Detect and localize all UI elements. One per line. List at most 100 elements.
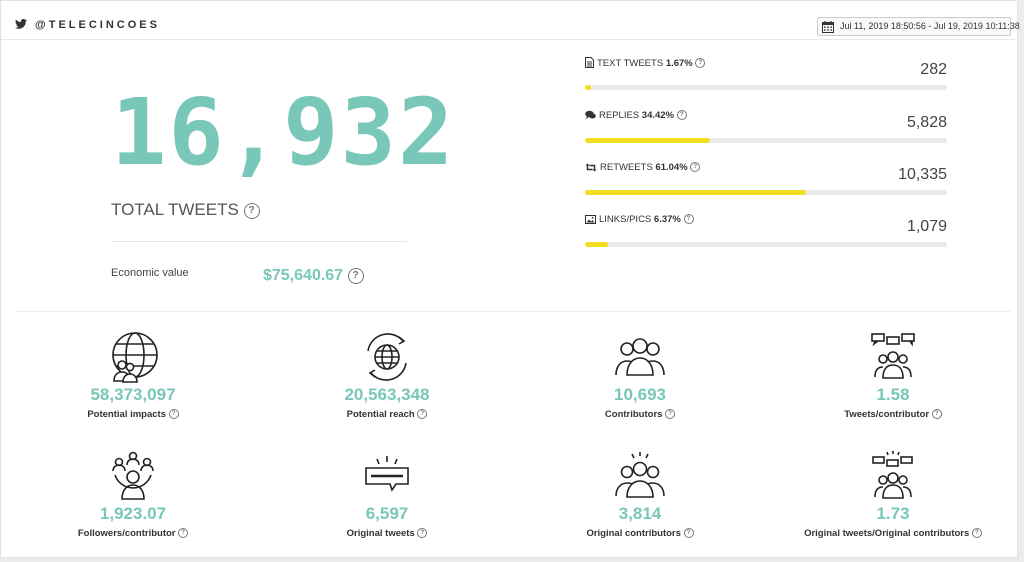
contributors-value: 10,693: [614, 385, 666, 404]
retweets-label: RETWEETS 61.04% ?: [585, 162, 701, 173]
potential-reach-label: Potential reach ?: [267, 409, 507, 420]
retweets-pct: 61.04%: [655, 162, 688, 173]
potential-reach-value: 20,563,348: [344, 385, 430, 404]
links-pics-label-text: LINKS/PICS: [599, 214, 652, 225]
tweets-per-contributor-label: Tweets/contributor ?: [773, 409, 1013, 420]
help-icon[interactable]: ?: [417, 528, 428, 539]
document-icon: [585, 57, 594, 68]
potential-reach-label-text: Potential reach: [346, 409, 415, 420]
header-bar: @TELECINCOES Jul 11, 2019 18:50:56 - Jul…: [1, 1, 1020, 40]
original-contributors-metric: 3,814 Original contributors ?: [520, 450, 760, 539]
total-tweets-label: TOTAL TWEETS ?: [111, 200, 260, 220]
followers-per-contributor-value: 1,923.07: [99, 504, 167, 523]
original-tweets-per-original-contributor-label: Original tweets/Original contributors ?: [773, 528, 1013, 539]
group-icon: [615, 338, 665, 376]
help-icon[interactable]: ?: [683, 214, 694, 225]
tweets-per-contributor-label-text: Tweets/contributor: [844, 409, 930, 420]
account-handle[interactable]: @TELECINCOES: [15, 19, 160, 31]
tweets-per-contributor-metric: 1.58 Tweets/contributor ?: [773, 331, 1013, 420]
globe-people-icon: [112, 332, 158, 383]
total-tweets-label-text: TOTAL TWEETS: [111, 200, 239, 219]
text-tweets-bar: [585, 85, 947, 90]
retweets-stat: RETWEETS 61.04% ? 10,335: [585, 162, 947, 212]
speech-bubbles-icon: [585, 110, 596, 119]
help-icon[interactable]: ?: [178, 528, 189, 539]
original-contributors-label-text: Original contributors: [586, 528, 681, 539]
links-pics-bar: [585, 242, 947, 247]
help-icon[interactable]: ?: [690, 162, 701, 173]
retweets-bar-fill: [585, 190, 806, 195]
potential-impacts-label: Potential impacts ?: [13, 409, 253, 420]
followers-per-contributor-metric: 1,923.07 Followers/contributor ?: [13, 450, 253, 539]
group-spark-icon: [615, 452, 665, 498]
help-icon[interactable]: ?: [417, 409, 428, 420]
network-people-icon: [112, 451, 154, 500]
original-contributors-value: 3,814: [618, 504, 662, 523]
links-pics-bar-fill: [585, 242, 609, 247]
message-icon: [365, 456, 409, 492]
potential-reach-metric: 20,563,348 Potential reach ?: [267, 331, 507, 420]
retweets-label-text: RETWEETS: [600, 162, 653, 173]
replies-label-text: REPLIES: [599, 110, 640, 121]
text-tweets-label-text: TEXT TWEETS: [597, 58, 664, 69]
original-tweets-per-original-contributor-value: 1.73: [876, 504, 910, 523]
text-tweets-label: TEXT TWEETS 1.67% ?: [585, 57, 706, 69]
section-divider: [15, 311, 1011, 312]
total-tweets-value: 16,932: [111, 79, 456, 186]
contributors-label: Contributors ?: [520, 409, 760, 420]
tweets-per-contributor-value: 1.58: [876, 385, 910, 404]
retweets-count: 10,335: [898, 166, 947, 183]
help-icon[interactable]: ?: [676, 110, 687, 121]
original-tweets-per-original-contributor-metric: 1.73 Original tweets/Original contributo…: [773, 450, 1013, 539]
group-chat-icon: [871, 333, 915, 379]
replies-bar: [585, 138, 947, 143]
help-icon[interactable]: ?: [168, 409, 179, 420]
calendar-icon: [822, 21, 834, 33]
original-contributors-label: Original contributors ?: [520, 528, 760, 539]
help-icon[interactable]: ?: [243, 202, 260, 219]
replies-pct: 34.42%: [641, 110, 675, 121]
text-tweets-bar-fill: [585, 85, 592, 90]
account-handle-text: @TELECINCOES: [35, 19, 160, 31]
twitter-bird-icon: [15, 19, 27, 29]
contributors-label-text: Contributors: [604, 409, 663, 420]
potential-impacts-value: 58,373,097: [90, 385, 176, 404]
replies-bar-fill: [585, 138, 710, 143]
text-tweets-stat: TEXT TWEETS 1.67% ? 282: [585, 57, 947, 107]
text-tweets-pct: 1.67%: [665, 58, 693, 69]
economic-value-amount: $75,640.67: [263, 267, 344, 284]
followers-per-contributor-label-text: Followers/contributor: [77, 528, 176, 539]
potential-impacts-metric: 58,373,097 Potential impacts ?: [13, 331, 253, 420]
help-icon[interactable]: ?: [665, 409, 676, 420]
replies-label: REPLIES 34.42% ?: [585, 110, 687, 121]
economic-value-label: Economic value: [111, 267, 189, 279]
group-chat-spark-icon: [872, 451, 913, 499]
date-range-picker[interactable]: Jul 11, 2019 18:50:56 - Jul 19, 2019 10:…: [817, 17, 1020, 36]
retweets-bar: [585, 190, 947, 195]
links-pics-pct: 6.37%: [653, 214, 681, 225]
help-icon[interactable]: ?: [971, 528, 982, 539]
globe-cycle-icon: [367, 333, 407, 381]
links-pics-stat: LINKS/PICS 6.37% ? 1,079: [585, 214, 947, 264]
replies-stat: REPLIES 34.42% ? 5,828: [585, 110, 947, 160]
economic-value: $75,640.67 ?: [263, 267, 364, 285]
retweet-icon: [585, 163, 597, 172]
image-icon: [585, 215, 596, 224]
help-icon[interactable]: ?: [931, 409, 942, 420]
links-pics-count: 1,079: [906, 218, 947, 235]
links-pics-label: LINKS/PICS 6.37% ?: [585, 214, 694, 225]
help-icon[interactable]: ?: [347, 267, 364, 284]
original-tweets-label-text: Original tweets: [346, 528, 415, 539]
followers-per-contributor-label: Followers/contributor ?: [13, 528, 253, 539]
original-tweets-value: 6,597: [365, 504, 409, 523]
text-tweets-count: 282: [920, 61, 947, 78]
date-range-text: Jul 11, 2019 18:50:56 - Jul 19, 2019 10:…: [840, 21, 1020, 31]
divider: [111, 241, 407, 242]
original-tweets-metric: 6,597 Original tweets ?: [267, 450, 507, 539]
contributors-metric: 10,693 Contributors ?: [520, 331, 760, 420]
original-tweets-per-original-contributor-label-text: Original tweets/Original contributors: [804, 528, 970, 539]
original-tweets-label: Original tweets ?: [267, 528, 507, 539]
help-icon[interactable]: ?: [683, 528, 694, 539]
help-icon[interactable]: ?: [695, 58, 706, 69]
